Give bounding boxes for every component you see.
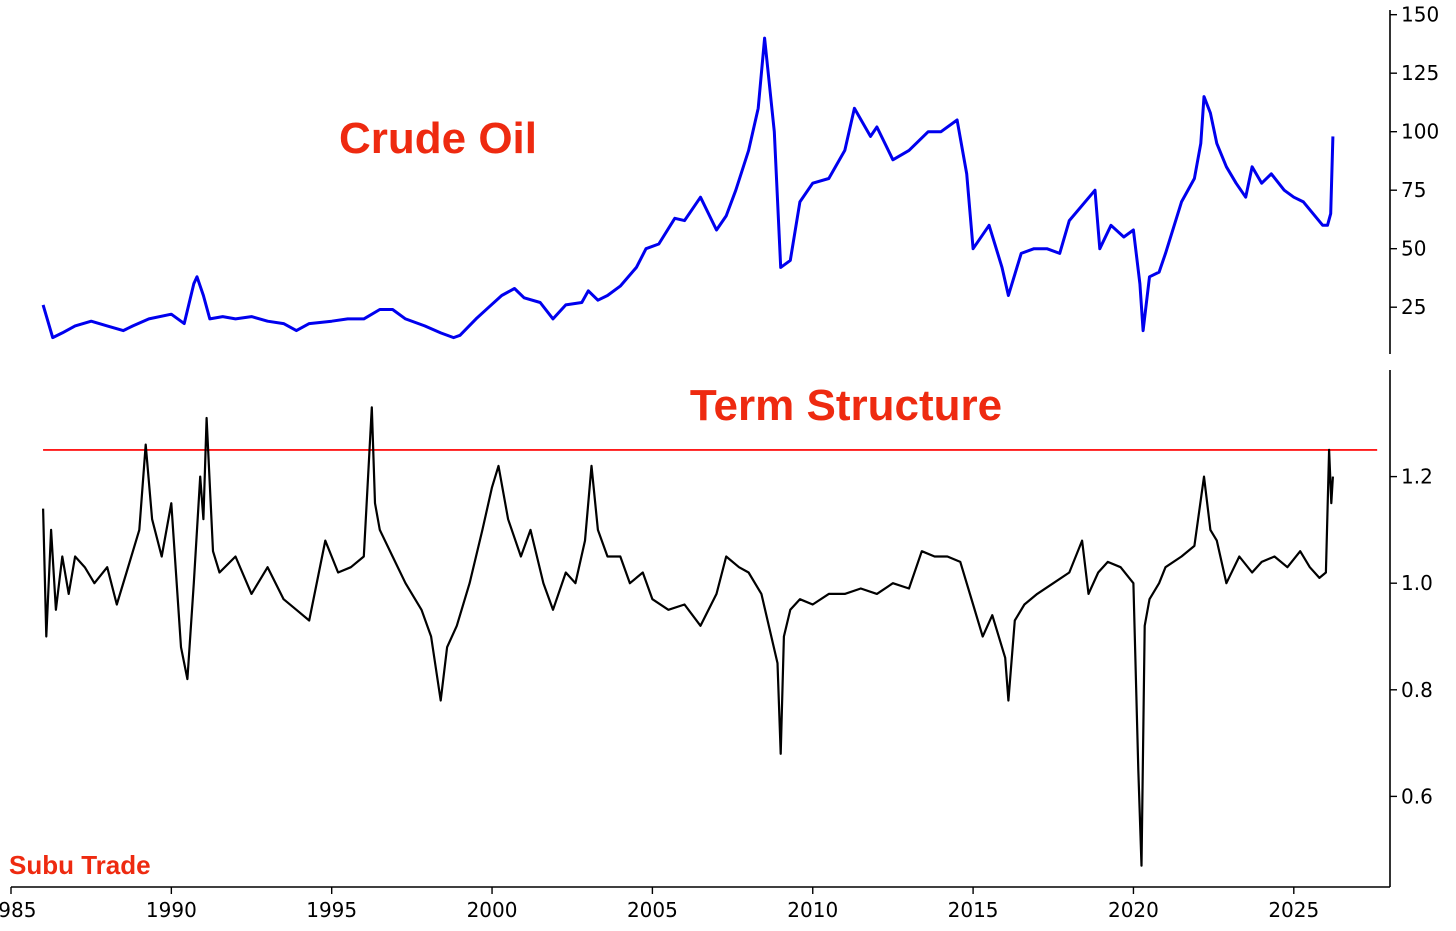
crude-oil-y-tick-label-5: 150 <box>1401 3 1439 27</box>
crude-oil-series-line-0 <box>41 36 1335 340</box>
watermark: Subu Trade <box>9 850 151 880</box>
x-tick-label-5: 2010 <box>787 898 838 922</box>
x-tick-label-6: 2015 <box>948 898 999 922</box>
x-tick-label-2: 1995 <box>306 898 357 922</box>
term-structure-panel: 0.6 0.8 1.0 1.2 Term Structure <box>42 370 1433 887</box>
term-structure-y-tick-label-0: 0.6 <box>1401 784 1433 808</box>
x-tick-label-8: 2025 <box>1268 898 1319 922</box>
crude-oil-y-ticks: 25 50 75 100 125 150 <box>1390 3 1439 319</box>
crude-oil-y-tick-label-4: 125 <box>1401 61 1439 85</box>
term-structure-y-tick-label-3: 1.2 <box>1401 465 1433 489</box>
crude-oil-panel: 25 50 75 100 125 150 Crude Oil <box>41 3 1439 354</box>
term-structure-title: Term Structure <box>690 381 1002 430</box>
x-tick-label-4: 2005 <box>627 898 678 922</box>
x-tick-label-7: 2020 <box>1108 898 1159 922</box>
crude-oil-title: Crude Oil <box>339 114 537 163</box>
crude-oil-series <box>41 36 1335 340</box>
x-tick-label-3: 2000 <box>467 898 518 922</box>
x-axis: 1985 1990 1995 2000 2005 2010 2015 2020 2025 <box>0 886 1390 922</box>
x-ticks: 1985 1990 1995 2000 2005 2010 2015 2020 2025 <box>0 887 1319 922</box>
crude-oil-y-tick-label-3: 100 <box>1401 120 1439 144</box>
crude-oil-y-tick-label-0: 25 <box>1401 295 1426 319</box>
term-structure-series-line-0 <box>42 406 1334 867</box>
x-tick-label-1: 1990 <box>146 898 197 922</box>
x-tick-label-0: 1985 <box>0 898 36 922</box>
crude-oil-y-tick-label-1: 50 <box>1401 237 1426 261</box>
crude-oil-y-tick-label-2: 75 <box>1401 178 1426 202</box>
term-structure-y-ticks: 0.6 0.8 1.0 1.2 <box>1390 465 1433 808</box>
term-structure-series <box>42 406 1334 867</box>
term-structure-y-tick-label-2: 1.0 <box>1401 571 1433 595</box>
term-structure-y-tick-label-1: 0.8 <box>1401 678 1433 702</box>
